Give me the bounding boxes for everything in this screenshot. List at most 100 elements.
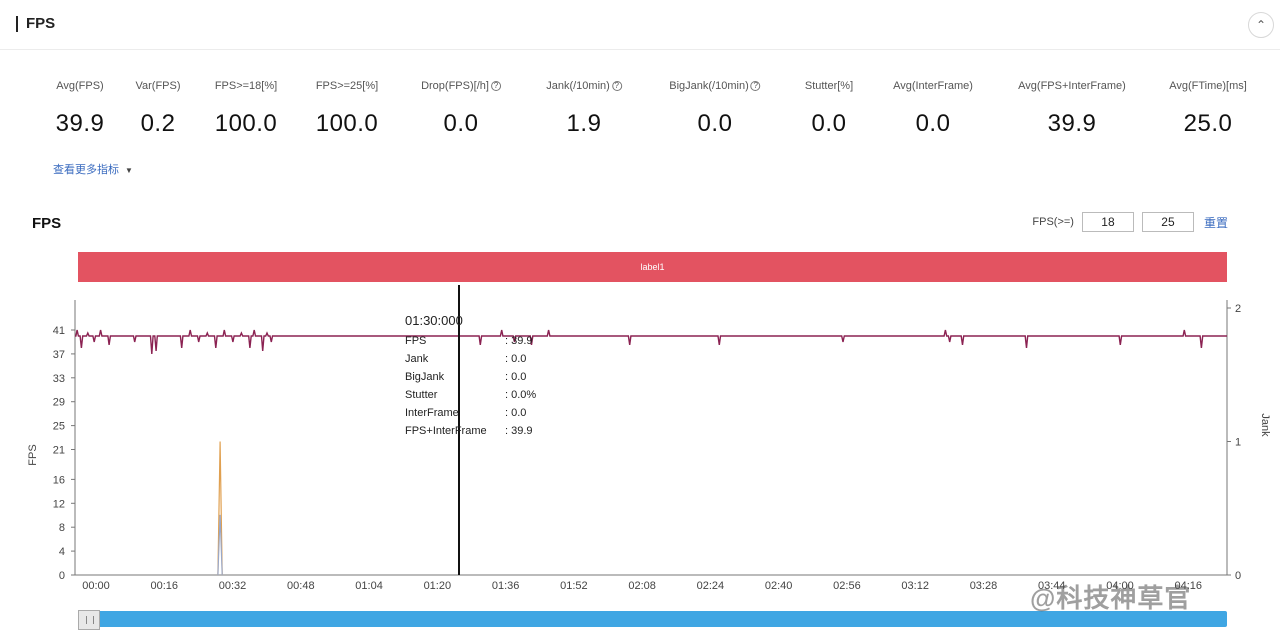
y-tick-label: 0 [59, 570, 65, 582]
jank-series-line [217, 441, 223, 576]
caret-down-icon: ▼ [125, 166, 133, 175]
tooltip-key: Stutter [405, 389, 438, 401]
x-tick-label: 01:20 [424, 580, 452, 592]
chart-title: FPS [32, 215, 62, 232]
x-tick-label: 03:12 [901, 580, 929, 592]
metric-value: 39.9 [1047, 110, 1097, 137]
metric-value: 0.0 [697, 110, 733, 137]
metric-label: Avg(FTime)[ms] [1169, 78, 1247, 96]
tooltip-key: FPS+InterFrame [405, 425, 487, 437]
label-bar[interactable]: label1 [78, 252, 1227, 282]
metric-3: FPS>=25[%] 100.0 [316, 78, 379, 138]
x-tick-label: 02:40 [765, 580, 793, 592]
metric-value: 100.0 [315, 110, 379, 137]
reset-button[interactable]: 重置 [1203, 215, 1228, 230]
metric-value: 100.0 [214, 110, 278, 137]
tooltip-row: FPS : 39.9 [405, 332, 536, 350]
more-metrics-link[interactable]: 查看更多指标 ▼ [53, 161, 133, 177]
x-tick-label: 00:16 [151, 580, 179, 592]
y-tick-label: 33 [53, 373, 65, 385]
metric-7: Stutter[%] 0.0 [805, 78, 853, 138]
metric-value: 0.2 [140, 110, 176, 137]
metric-5: Jank(/10min)? 1.9 [546, 78, 622, 138]
metric-10: Avg(FTime)[ms] 25.0 [1169, 78, 1247, 138]
metric-label-text: Avg(InterFrame) [893, 80, 973, 92]
chevron-up-icon[interactable]: ⌃ [1248, 12, 1274, 38]
tooltip-row: InterFrame: 0.0 [405, 404, 536, 422]
metric-label-text: Stutter[%] [804, 80, 854, 92]
y-tick-label: 37 [53, 349, 65, 361]
metric-0: Avg(FPS) 39.9 [56, 78, 105, 138]
tooltip-value: : 39.9 [505, 335, 533, 347]
y2-tick-label: 2 [1235, 303, 1241, 315]
more-metrics-label: 查看更多指标 [53, 164, 119, 176]
y-tick-label: 21 [53, 445, 65, 457]
y-axis-title: FPS [27, 444, 39, 465]
metric-6: BigJank(/10min)? 0.0 [669, 78, 761, 138]
fps-series-line [75, 329, 1227, 354]
tooltip-value: : 0.0 [505, 353, 527, 365]
help-icon[interactable]: ? [490, 81, 501, 92]
tooltip-time: 01:30:000 [405, 313, 463, 328]
metric-label: FPS>=18[%] [215, 78, 278, 96]
tooltip-key: Jank [405, 353, 429, 365]
metric-9: Avg(FPS+InterFrame) 39.9 [1018, 78, 1126, 138]
metric-label: Stutter[%] [805, 78, 853, 96]
metric-label-text: FPS>=18[%] [214, 80, 278, 92]
x-tick-label: 00:32 [219, 580, 247, 592]
bigjank-series-line [217, 514, 223, 576]
threshold-label: FPS(>=) [1032, 216, 1074, 228]
tooltip-row: BigJank : 0.0 [405, 368, 536, 386]
threshold-input-1[interactable] [1081, 212, 1134, 232]
tooltip-value: : 0.0% [505, 389, 537, 401]
metric-8: Avg(InterFrame) 0.0 [893, 78, 973, 138]
x-tick-label: 01:04 [355, 580, 383, 592]
y-tick-label: 41 [53, 325, 65, 337]
y2-axis-title: Jank [1259, 413, 1271, 437]
tooltip-row: Stutter : 0.0% [405, 386, 536, 404]
metric-label-text: Drop(FPS)[/h] [421, 80, 489, 92]
metric-label: BigJank(/10min)? [669, 78, 761, 96]
x-tick-label: 00:48 [287, 580, 315, 592]
metrics-row: Avg(FPS) 39.9 Var(FPS) 0.2 FPS>=18[%] 100.0 FP… [0, 78, 1280, 148]
metric-value: 1.9 [566, 110, 602, 137]
panel-title: FPS [16, 16, 55, 32]
tooltip-key: InterFrame [405, 407, 459, 419]
x-tick-label: 03:44 [1038, 580, 1066, 592]
help-icon[interactable]: ? [750, 81, 761, 92]
y-tick-label: 4 [59, 546, 65, 558]
tooltip-key: FPS [405, 335, 427, 347]
metric-label-text: Avg(FPS+InterFrame) [1018, 80, 1126, 92]
metric-2: FPS>=18[%] 100.0 [215, 78, 278, 138]
chart-tooltip: 01:30:000 FPS : 39.9 Jank : 0.0 BigJank : 0.0… [405, 312, 536, 440]
x-tick-label: 00:00 [82, 580, 110, 592]
tooltip-key: BigJank [405, 371, 445, 383]
x-tick-label: 02:56 [833, 580, 861, 592]
metric-value: 0.0 [443, 110, 479, 137]
y-tick-label: 16 [53, 474, 65, 486]
label-bar-text: label1 [640, 262, 665, 272]
metric-label: Avg(InterFrame) [893, 78, 973, 96]
scrollbar-handle[interactable] [78, 610, 100, 630]
metric-label-text: FPS>=25[%] [315, 80, 379, 92]
metric-label-text: Jank(/10min) [546, 80, 610, 92]
metric-4: Drop(FPS)[/h]? 0.0 [421, 78, 501, 138]
y-tick-label: 12 [53, 498, 65, 510]
x-tick-label: 01:52 [560, 580, 588, 592]
metric-label: Drop(FPS)[/h]? [421, 78, 501, 96]
metric-label: Avg(FPS+InterFrame) [1018, 78, 1126, 96]
metric-label: Avg(FPS) [56, 78, 105, 96]
metric-label: Var(FPS) [135, 78, 180, 96]
metric-label-text: Avg(FTime)[ms] [1169, 80, 1247, 92]
tooltip-value: : 39.9 [505, 425, 533, 437]
y2-tick-label: 1 [1235, 437, 1241, 449]
metric-label: FPS>=25[%] [316, 78, 379, 96]
threshold-input-2[interactable] [1141, 212, 1194, 232]
y2-tick-label: 0 [1235, 570, 1241, 582]
timeline-scrollbar[interactable] [78, 611, 1227, 627]
metric-value: 25.0 [1183, 110, 1233, 137]
tooltip-value: : 0.0 [505, 371, 527, 383]
help-icon[interactable]: ? [611, 81, 622, 92]
metric-label-text: Avg(FPS) [56, 80, 104, 92]
